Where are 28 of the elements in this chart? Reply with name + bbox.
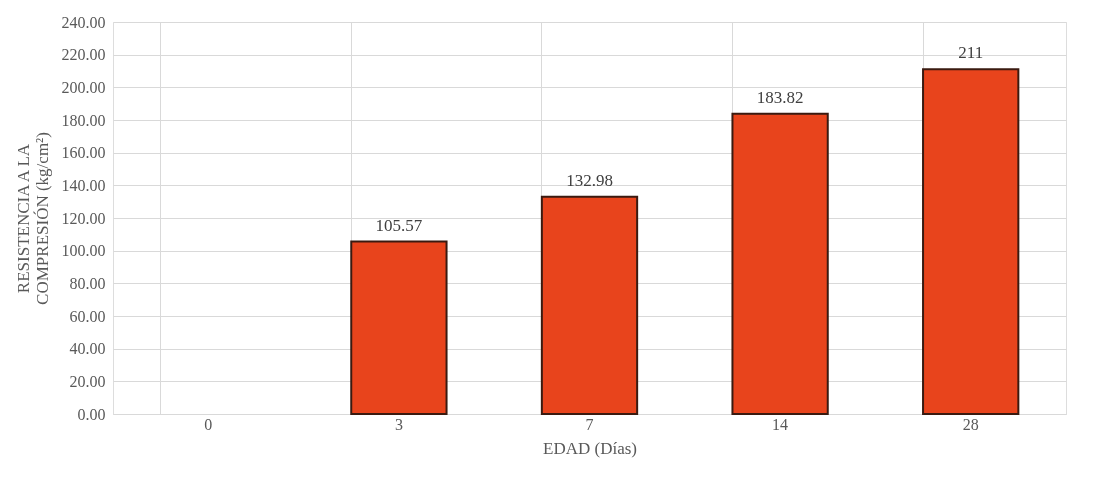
bar [350, 240, 448, 415]
y-tick-label: 0.00 [77, 405, 106, 423]
y-tick-label: 140.00 [61, 176, 106, 194]
bar [731, 112, 829, 415]
y-tick-label: 80.00 [69, 274, 106, 292]
y-tick-label: 60.00 [69, 307, 106, 325]
y-tick-label: 220.00 [61, 46, 106, 64]
bar [922, 68, 1020, 415]
bar [540, 195, 639, 415]
y-tick-label: 120.00 [61, 209, 106, 227]
data-label: 183.82 [756, 87, 804, 107]
data-label: 105.57 [375, 215, 423, 235]
x-tick-label: 0 [204, 415, 213, 433]
y-tick-label: 160.00 [61, 144, 106, 162]
x-tick-label: 7 [585, 415, 594, 433]
x-tick-label: 28 [962, 415, 979, 433]
x-tick-label: 14 [772, 415, 789, 433]
y-tick-label: 200.00 [61, 78, 106, 96]
data-label: 211 [958, 43, 984, 63]
y-tick-label: 240.00 [61, 13, 106, 31]
y-tick-label: 100.00 [61, 242, 106, 260]
y-tick-label: 20.00 [69, 372, 106, 390]
x-tick-label: 3 [394, 415, 403, 433]
y-axis-title: RESISTENCIA A LA COMPRESIÓN (kg/cm²) [13, 132, 52, 305]
x-axis-title: EDAD (Días) [543, 438, 637, 458]
y-tick-label: 40.00 [69, 340, 106, 358]
data-label: 132.98 [566, 170, 613, 190]
y-tick-label: 180.00 [61, 111, 106, 129]
